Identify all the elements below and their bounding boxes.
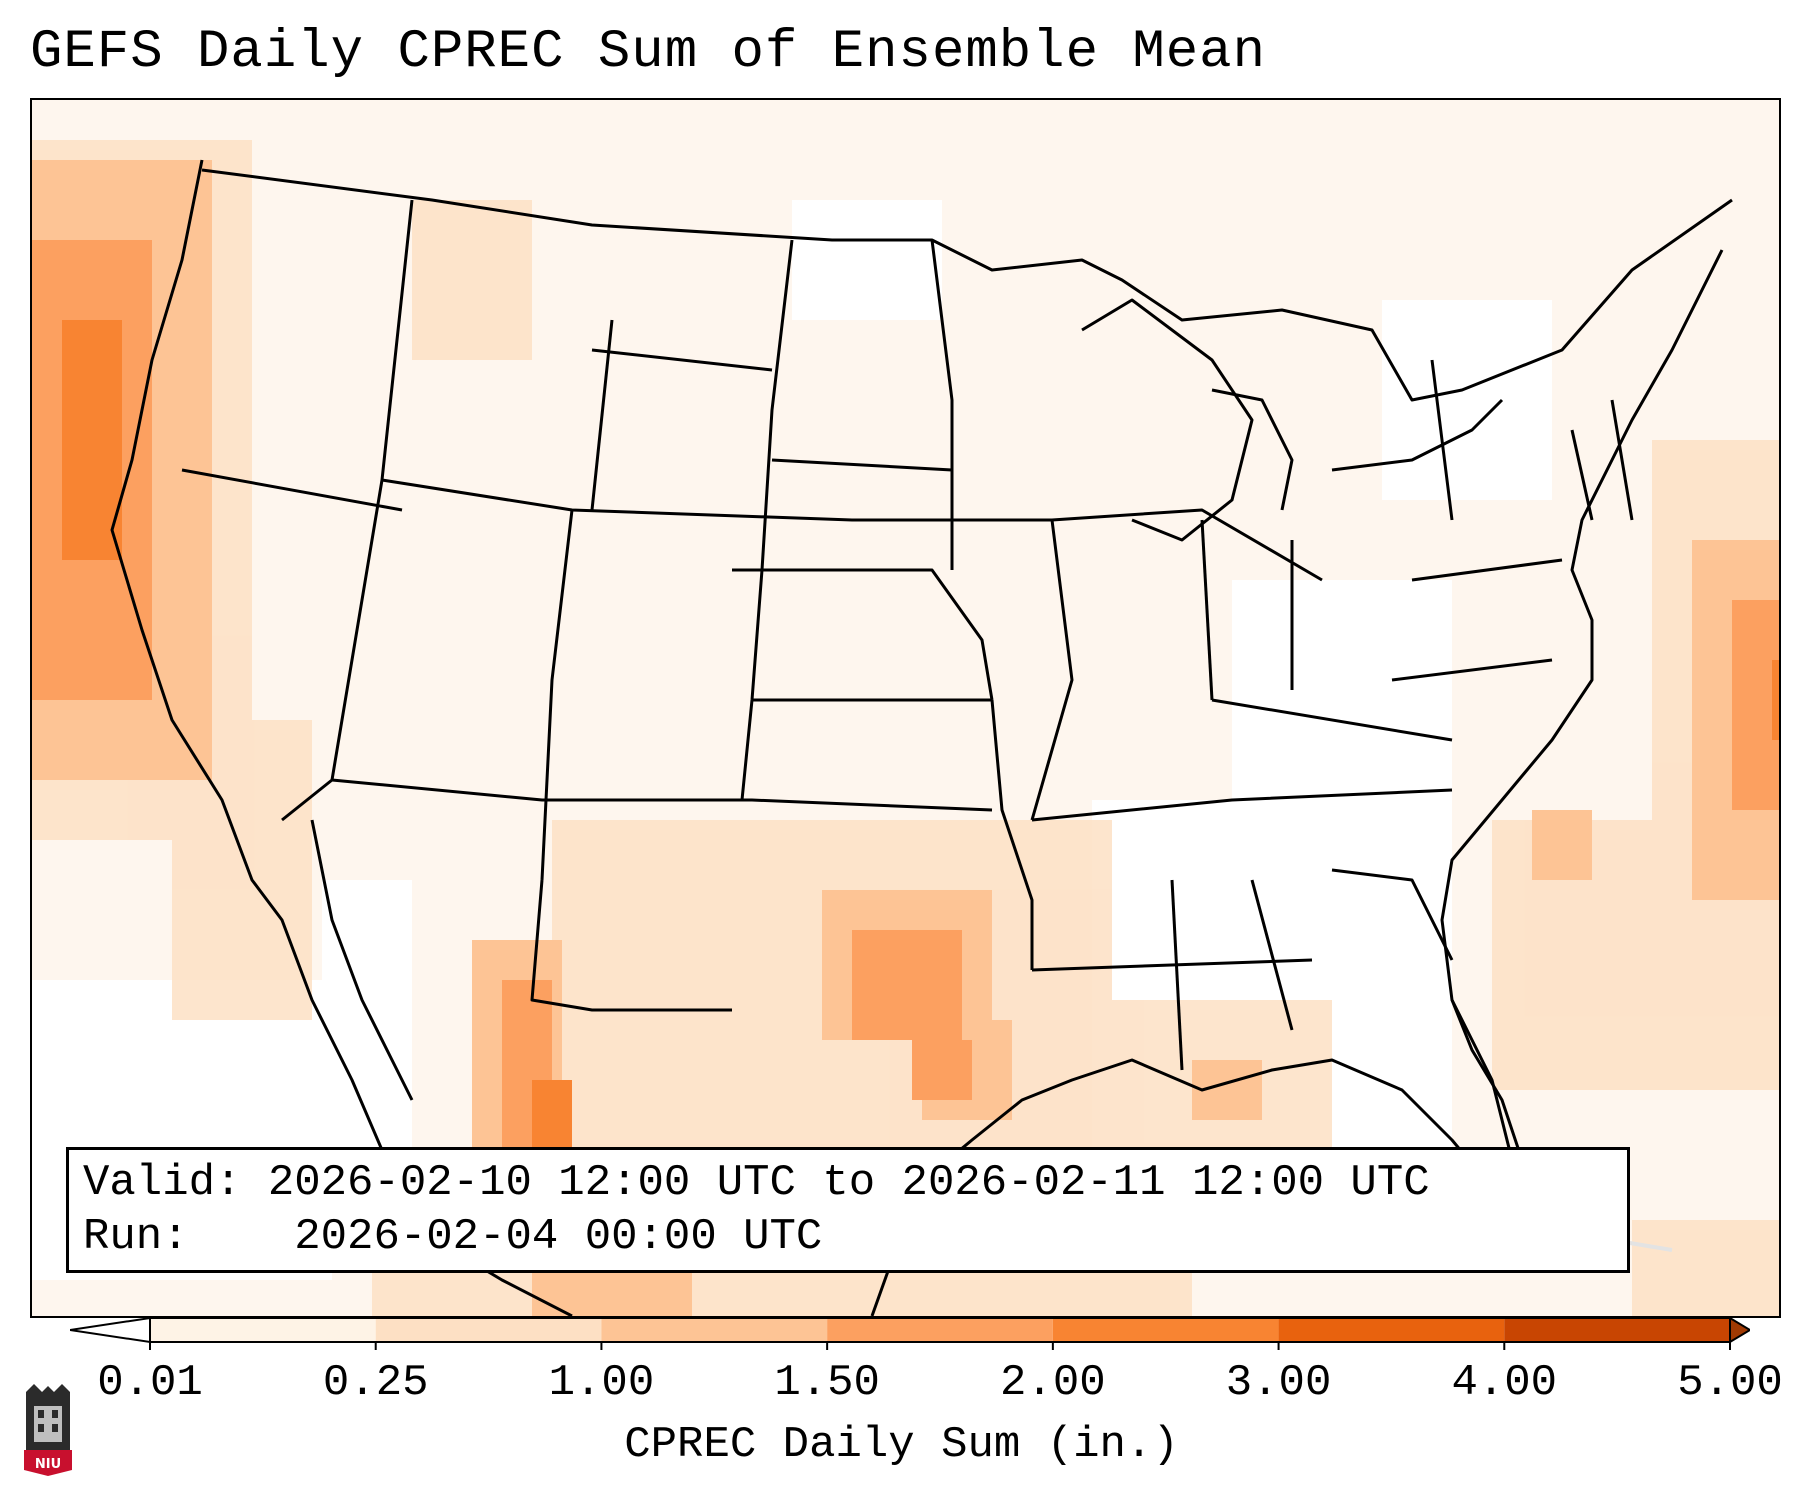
colorbar-tick-label: 3.00 bbox=[1225, 1358, 1332, 1408]
colorbar-over-arrow bbox=[1729, 1316, 1750, 1344]
run-value: 2026-02-04 00:00 UTC bbox=[294, 1212, 823, 1262]
colorbar bbox=[70, 1316, 1750, 1350]
colorbar-tick-label: 2.00 bbox=[1000, 1358, 1106, 1408]
valid-line: Valid: 2026-02-10 12:00 UTC to 2026-02-1… bbox=[83, 1158, 1430, 1208]
colorbar-segment bbox=[827, 1318, 1053, 1342]
colorbar-tick-label: 1.50 bbox=[774, 1358, 880, 1408]
svg-text:NIU: NIU bbox=[35, 1457, 61, 1472]
precip-band-150 bbox=[32, 240, 1779, 1180]
precip-map bbox=[32, 100, 1779, 1316]
colorbar-segment bbox=[150, 1318, 376, 1342]
colorbar-segment bbox=[375, 1318, 602, 1342]
run-line: Run: 2026-02-04 00:00 UTC bbox=[83, 1212, 822, 1262]
valid-label: Valid: bbox=[83, 1158, 242, 1208]
niu-logo: NIU bbox=[24, 1384, 72, 1476]
colorbar-segment bbox=[1278, 1318, 1505, 1342]
colorbar-segment bbox=[1504, 1318, 1730, 1342]
map-panel bbox=[30, 98, 1781, 1318]
precip-band-200 bbox=[62, 320, 1779, 1160]
run-label: Run: bbox=[83, 1212, 189, 1262]
colorbar-tick-label: 0.25 bbox=[322, 1358, 429, 1408]
colorbar-segment bbox=[1052, 1318, 1279, 1342]
colorbar-under-arrow bbox=[70, 1316, 151, 1344]
colorbar-outline bbox=[149, 1317, 1731, 1343]
colorbar-tick-label: 5.00 bbox=[1677, 1358, 1783, 1408]
colorbar-segment bbox=[601, 1318, 828, 1342]
colorbar-tick-label: 0.01 bbox=[97, 1358, 203, 1408]
validity-info-box: Valid: 2026-02-10 12:00 UTC to 2026-02-1… bbox=[66, 1147, 1630, 1273]
colorbar-tick-label: 4.00 bbox=[1451, 1358, 1558, 1408]
colorbar-tick-label: 1.00 bbox=[548, 1358, 655, 1408]
map-title: GEFS Daily CPREC Sum of Ensemble Mean bbox=[30, 22, 1266, 83]
colorbar-label: CPREC Daily Sum (in.) bbox=[624, 1420, 1179, 1470]
valid-value: 2026-02-10 12:00 UTC to 2026-02-11 12:00… bbox=[267, 1158, 1430, 1208]
